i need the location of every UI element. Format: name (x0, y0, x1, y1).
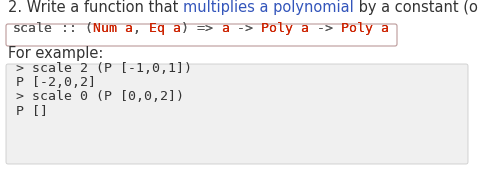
Text: > scale 0 (P [0,0,2]): > scale 0 (P [0,0,2]) (16, 90, 184, 103)
Text: For example:: For example: (8, 46, 103, 61)
Text: ) =>: ) => (181, 22, 221, 35)
Text: :: (: :: ( (53, 22, 93, 35)
Text: scale: scale (13, 22, 53, 35)
Text: a: a (221, 22, 229, 35)
Text: Poly a: Poly a (261, 22, 309, 35)
Text: ->: -> (309, 22, 341, 35)
Text: ) =>: ) => (181, 22, 221, 35)
Text: Num a: Num a (93, 22, 133, 35)
Text: Eq a: Eq a (149, 22, 181, 35)
Text: by a constant (or: by a constant (or (354, 0, 478, 15)
Text: Poly a: Poly a (341, 22, 389, 35)
Text: P []: P [] (16, 104, 48, 117)
Text: scale: scale (13, 22, 53, 35)
Text: :: (: :: ( (53, 22, 93, 35)
Text: ,: , (133, 22, 149, 35)
Text: P [-2,0,2]: P [-2,0,2] (16, 76, 96, 89)
Text: ,: , (133, 22, 149, 35)
Text: ->: -> (309, 22, 341, 35)
Text: > scale 2 (P [-1,0,1]): > scale 2 (P [-1,0,1]) (16, 62, 192, 75)
Text: Poly a: Poly a (341, 22, 389, 35)
Text: multiplies a polynomial: multiplies a polynomial (183, 0, 354, 15)
Text: Num a: Num a (93, 22, 133, 35)
Text: ->: -> (229, 22, 261, 35)
Text: Eq a: Eq a (149, 22, 181, 35)
Text: Poly a: Poly a (261, 22, 309, 35)
Text: 2. Write a function that: 2. Write a function that (8, 0, 183, 15)
Text: ->: -> (229, 22, 261, 35)
FancyBboxPatch shape (6, 64, 468, 164)
FancyBboxPatch shape (6, 24, 397, 46)
Text: a: a (221, 22, 229, 35)
